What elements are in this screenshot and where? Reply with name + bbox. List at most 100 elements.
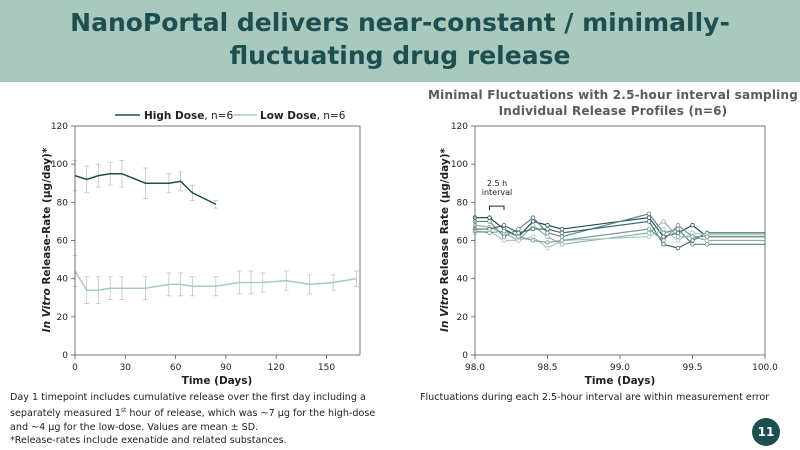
right-chart-title-line2: Individual Release Profiles (n=6)	[498, 104, 728, 118]
series-line	[74, 172, 217, 205]
left-chart: 0 30 60 90 120 150 0 20 40 60 80 100 120 High Dose, …	[41, 110, 361, 387]
right-y-tick-label: 40	[457, 275, 469, 285]
profile-marker	[545, 230, 550, 236]
left-y-tick-label: 0	[62, 351, 68, 361]
page-number-badge: 11	[752, 418, 780, 446]
profile-marker	[545, 240, 550, 245]
profile-marker	[661, 219, 666, 224]
profile-marker	[690, 234, 695, 239]
left-caption: Day 1 timepoint includes cumulative rele…	[10, 391, 410, 447]
profile-marker	[516, 238, 521, 243]
profile-6	[472, 223, 765, 245]
left-x-tick-label: 0	[72, 363, 78, 373]
left-y-tick-label: 60	[57, 237, 69, 247]
profile-marker	[530, 223, 536, 228]
slide-title: NanoPortal delivers near-constant / mini…	[70, 8, 730, 70]
charts-area: 0 30 60 90 120 150 0 20 40 60 80 100 120 High Dose, …	[41, 110, 778, 387]
profile-marker	[690, 242, 695, 247]
right-chart-title-line1: Minimal Fluctuations with 2.5-hour inter…	[428, 88, 798, 102]
right-y-tick-label: 120	[451, 122, 468, 132]
profile-marker	[646, 226, 652, 232]
caption-line-3: and ~4 µg for the low-dose. Values are m…	[10, 421, 259, 433]
right-chart: 98.0 98.5 99.0 99.5 100.0 0 20 40 60 80 100 120 2.5…	[439, 122, 778, 387]
caption-line-4: *Release-rates include exenatide and rel…	[10, 435, 287, 447]
profile-marker	[675, 238, 681, 243]
profile-5	[472, 226, 765, 251]
profile-marker	[487, 215, 492, 220]
profile-marker	[559, 242, 565, 247]
right-y-tick-label: 20	[457, 313, 469, 323]
right-x-tick-label: 98.0	[465, 363, 485, 373]
profile-marker	[501, 223, 507, 228]
left-y-tick-label: 20	[57, 313, 69, 323]
right-y-tick-label: 80	[457, 198, 469, 208]
annotation-label-line1: 2.5 h	[487, 179, 507, 188]
profile-marker	[545, 226, 550, 232]
profile-marker	[487, 230, 492, 236]
right-y-axis-label: In Vitro Release Rate (µg/day)*	[439, 148, 451, 332]
profile-marker	[559, 230, 565, 236]
left-y-tick-label: 100	[51, 160, 68, 170]
profile-marker	[661, 234, 666, 239]
profile-marker	[675, 223, 681, 228]
left-x-tick-label: 90	[220, 363, 232, 373]
profile-marker	[559, 238, 565, 243]
profile-marker	[559, 234, 565, 239]
series-high-dose	[72, 160, 219, 209]
profile-marker	[530, 234, 536, 239]
profile-marker	[530, 238, 536, 243]
right-x-tick-label: 98.5	[537, 363, 557, 373]
legend-high-dose: High Dose, n=6	[144, 110, 233, 122]
profile-marker	[516, 226, 521, 232]
profile-marker	[690, 230, 695, 236]
left-plot-frame	[74, 125, 361, 356]
caption-line-1: Day 1 timepoint includes cumulative rele…	[10, 392, 366, 403]
right-y-tick-label: 0	[462, 351, 468, 361]
left-x-tick-label: 60	[170, 363, 182, 373]
left-x-tick-label: 120	[268, 363, 285, 373]
annotation-label-line2: interval	[482, 188, 513, 197]
left-x-tick-label: 30	[120, 363, 132, 373]
profile-marker	[704, 234, 710, 239]
profile-marker	[675, 245, 681, 251]
profile-marker	[487, 219, 492, 224]
left-y-tick-label: 120	[51, 122, 68, 132]
profile-marker	[704, 242, 710, 247]
right-x-tick-label: 99.0	[610, 363, 630, 373]
profile-marker	[690, 238, 695, 243]
profile-marker	[704, 238, 710, 243]
right-caption: Fluctuations during each 2.5-hour interv…	[420, 392, 770, 403]
profile-marker	[545, 234, 550, 239]
profile-marker	[501, 238, 507, 243]
profile-marker	[661, 242, 666, 247]
right-y-tick-label: 60	[457, 237, 469, 247]
legend-low-dose: Low Dose, n=6	[260, 110, 346, 122]
profile-marker	[690, 223, 695, 228]
profile-marker	[530, 226, 536, 232]
profile-marker	[501, 228, 507, 234]
profile-marker	[661, 226, 666, 232]
profile-marker	[675, 226, 681, 232]
caption-line-2: separately measured 1st hour of release,…	[10, 407, 376, 420]
profile-marker	[646, 230, 652, 236]
profile-marker	[675, 230, 681, 236]
profile-marker	[530, 219, 536, 224]
left-y-tick-label: 80	[57, 198, 69, 208]
right-x-tick-label: 99.5	[682, 363, 702, 373]
series-low-dose	[72, 255, 360, 304]
profile-marker	[646, 219, 652, 224]
profile-marker	[559, 226, 565, 232]
right-x-axis-label: Time (Days)	[585, 375, 656, 387]
profile-marker	[661, 230, 666, 236]
profile-marker	[661, 238, 666, 243]
profile-marker	[516, 234, 521, 239]
profile-marker	[530, 215, 536, 220]
profile-marker	[501, 234, 507, 239]
profile-marker	[516, 230, 521, 236]
interval-bracket	[489, 205, 505, 211]
right-y-tick-label: 100	[451, 160, 468, 170]
left-y-tick-label: 40	[57, 275, 69, 285]
series-line	[74, 270, 357, 291]
left-x-tick-label: 150	[318, 363, 335, 373]
right-x-tick-label: 100.0	[752, 363, 778, 373]
